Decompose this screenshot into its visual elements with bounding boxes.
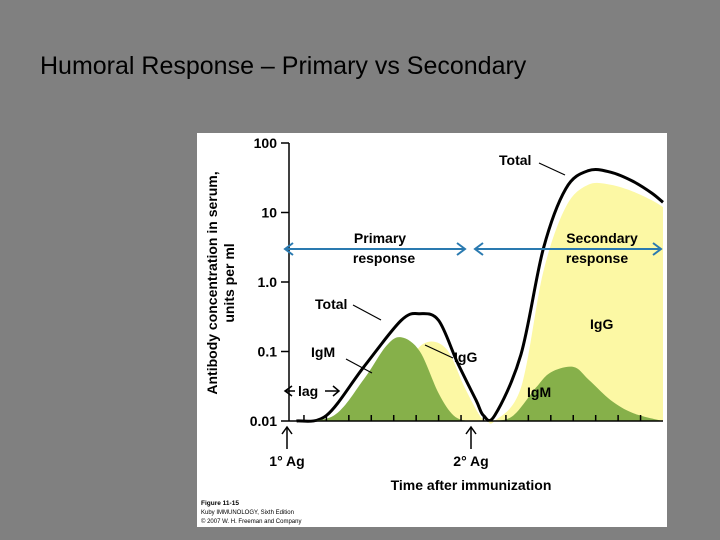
x-ticks [303, 415, 642, 421]
igg-secondary-label: IgG [590, 316, 613, 332]
primary-response-label-line1: Primary [354, 230, 406, 246]
y-tick-label: 1.0 [258, 274, 278, 290]
series-line-total [296, 167, 664, 423]
primary-response-label-line2: response [353, 250, 415, 266]
igg-primary-label: IgG [454, 349, 477, 365]
figure-credit-line2: Kuby IMMUNOLOGY, Sixth Edition [201, 510, 294, 516]
ag2-arrow [465, 425, 477, 449]
lag-arrows [283, 385, 341, 397]
y-tick-label: 100 [254, 135, 278, 151]
y-ticks: 100 10 1.0 0.1 0.01 [250, 135, 289, 429]
total-secondary-label: Total [499, 152, 531, 168]
y-axis-label-line1: Antibody concentration in serum, [204, 171, 220, 394]
secondary-response-label-line2: response [566, 250, 628, 266]
ag1-arrow [281, 425, 293, 449]
y-axis-label-line2: units per ml [221, 243, 237, 322]
secondary-response-arrow [473, 242, 663, 256]
series-area-igm [296, 337, 663, 422]
x-axis-label: Time after immunization [391, 477, 552, 493]
total-primary-label: Total [315, 296, 347, 312]
series-area-igg [296, 182, 663, 424]
total-primary-pointer [352, 304, 382, 321]
chart-svg: 100 10 1.0 0.1 0.01 Antibody concentration i… [197, 133, 667, 527]
y-tick-label: 0.1 [258, 344, 278, 360]
slide-title: Humoral Response – Primary vs Secondary [40, 52, 527, 80]
igg-primary-pointer [424, 344, 454, 359]
y-tick-label: 0.01 [250, 413, 277, 429]
y-tick-label: 10 [261, 205, 277, 221]
primary-response-arrow [283, 242, 467, 256]
lag-label: lag [298, 383, 318, 399]
chart-areas [296, 167, 664, 424]
figure-credit-line1: Figure 11-15 [201, 500, 239, 507]
chart-figure: 100 10 1.0 0.1 0.01 Antibody concentration i… [197, 133, 667, 527]
igm-secondary-label: IgM [527, 384, 551, 400]
igm-primary-label: IgM [311, 344, 335, 360]
ag2-label: 2° Ag [453, 453, 488, 469]
secondary-response-label-line1: Secondary [566, 230, 638, 246]
igm-primary-pointer [345, 358, 373, 374]
figure-credit-line3: © 2007 W. H. Freeman and Company [201, 518, 301, 525]
total-secondary-pointer [538, 162, 566, 176]
ag1-label: 1° Ag [269, 453, 304, 469]
